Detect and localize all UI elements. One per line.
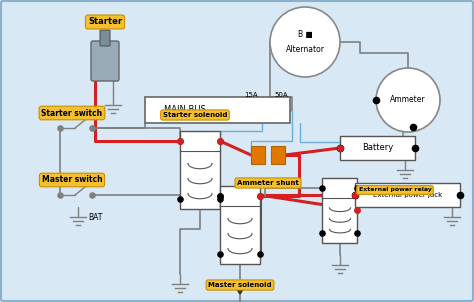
Point bbox=[216, 252, 224, 256]
Point bbox=[351, 193, 359, 198]
Text: External power jack: External power jack bbox=[373, 192, 442, 198]
Text: MAIN BUS: MAIN BUS bbox=[164, 105, 206, 114]
Point bbox=[336, 146, 344, 150]
FancyBboxPatch shape bbox=[145, 97, 290, 123]
Text: B ■: B ■ bbox=[298, 30, 312, 38]
Point bbox=[354, 230, 361, 235]
Point bbox=[372, 98, 380, 102]
FancyBboxPatch shape bbox=[91, 41, 119, 81]
Text: External power relay: External power relay bbox=[358, 188, 431, 192]
FancyBboxPatch shape bbox=[251, 146, 265, 164]
Text: 50A: 50A bbox=[274, 92, 288, 98]
Point bbox=[216, 197, 224, 201]
Point bbox=[56, 193, 64, 198]
Text: BAT: BAT bbox=[88, 213, 102, 221]
Text: Alternator: Alternator bbox=[285, 46, 325, 54]
FancyBboxPatch shape bbox=[100, 30, 110, 46]
Point bbox=[216, 139, 224, 143]
Point bbox=[336, 146, 344, 150]
Text: Starter solenoid: Starter solenoid bbox=[163, 112, 227, 118]
Circle shape bbox=[376, 68, 440, 132]
FancyBboxPatch shape bbox=[322, 178, 357, 243]
Point bbox=[354, 185, 361, 190]
Text: Battery: Battery bbox=[362, 143, 393, 153]
FancyBboxPatch shape bbox=[220, 186, 260, 264]
Point bbox=[176, 139, 184, 143]
Point bbox=[319, 185, 326, 190]
Polygon shape bbox=[233, 284, 247, 294]
Point bbox=[88, 193, 96, 198]
Text: Master solenoid: Master solenoid bbox=[208, 282, 272, 288]
FancyBboxPatch shape bbox=[180, 131, 220, 209]
Point bbox=[354, 207, 361, 212]
Point bbox=[409, 125, 417, 130]
Point bbox=[216, 139, 224, 143]
Point bbox=[176, 197, 184, 201]
Text: Starter switch: Starter switch bbox=[41, 108, 102, 117]
FancyBboxPatch shape bbox=[271, 146, 285, 164]
Point bbox=[256, 252, 264, 256]
Text: Ammeter shunt: Ammeter shunt bbox=[237, 180, 299, 186]
FancyBboxPatch shape bbox=[355, 183, 460, 207]
Text: 15A: 15A bbox=[244, 92, 258, 98]
Point bbox=[176, 139, 184, 143]
Text: Ammeter: Ammeter bbox=[390, 95, 426, 104]
FancyBboxPatch shape bbox=[340, 136, 415, 160]
Text: Starter: Starter bbox=[88, 18, 122, 27]
Point bbox=[56, 126, 64, 130]
Point bbox=[216, 194, 224, 198]
Point bbox=[216, 194, 224, 198]
Point bbox=[456, 193, 464, 198]
Point bbox=[319, 230, 326, 235]
Circle shape bbox=[270, 7, 340, 77]
Point bbox=[256, 194, 264, 198]
Text: Master switch: Master switch bbox=[42, 175, 102, 185]
Point bbox=[411, 146, 419, 150]
Point bbox=[256, 194, 264, 198]
Point bbox=[88, 126, 96, 130]
Point bbox=[351, 193, 359, 198]
